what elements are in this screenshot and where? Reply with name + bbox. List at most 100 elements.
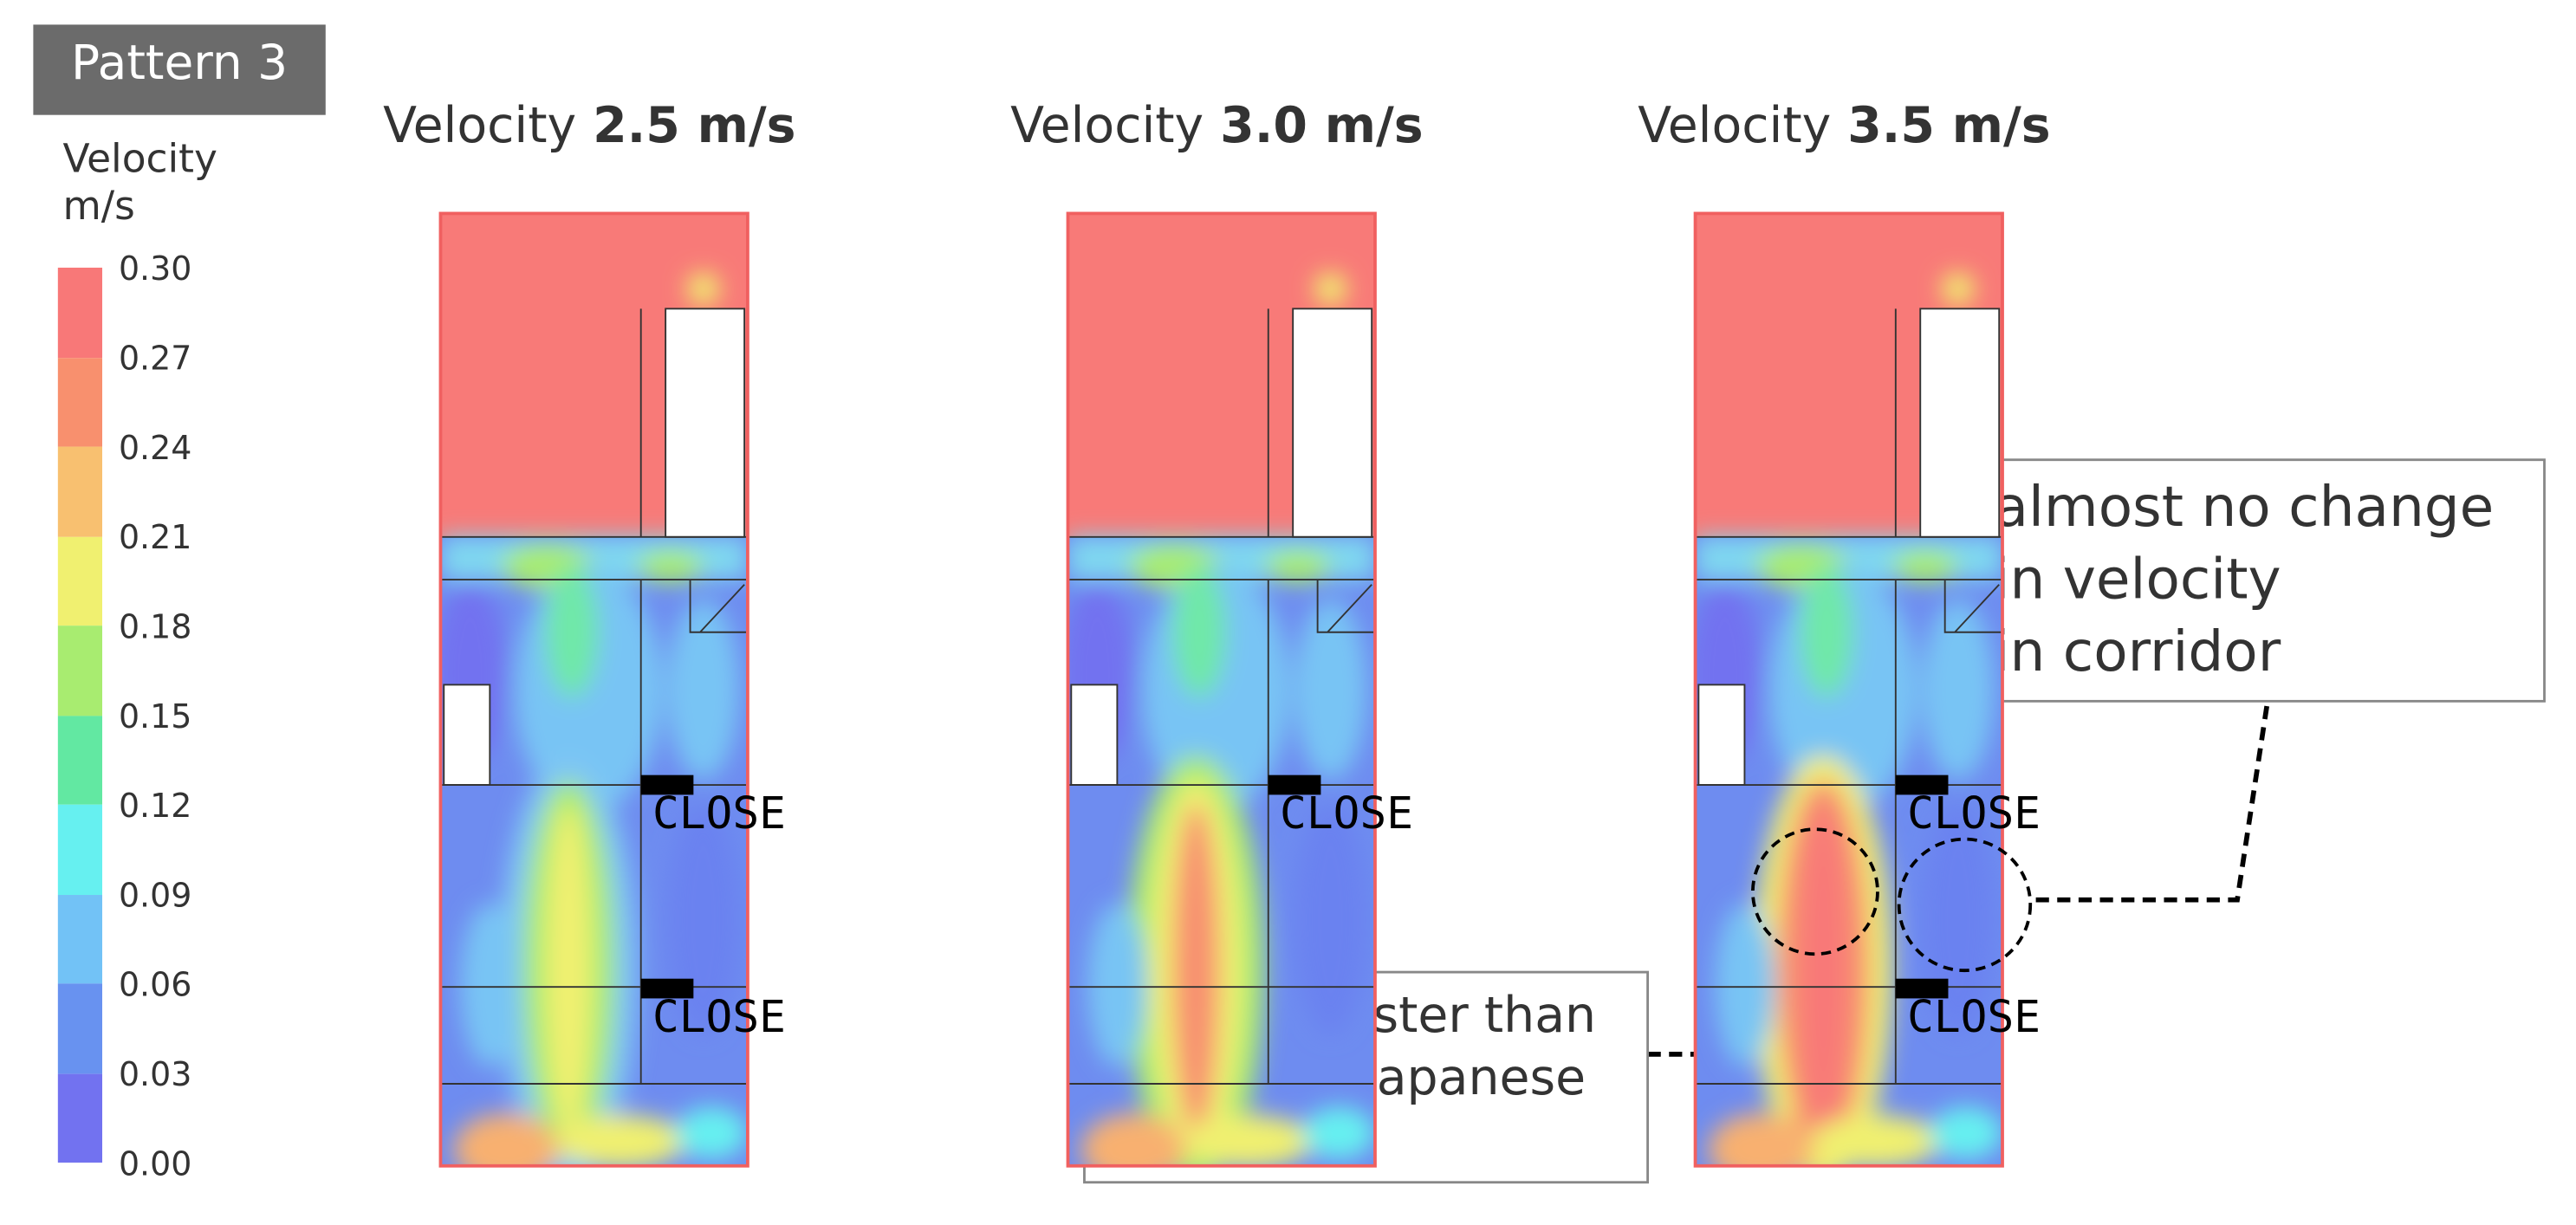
door-label: CLOSE: [1907, 992, 2041, 1043]
callout-text: in corridor: [1995, 619, 2281, 684]
door: [1895, 775, 1949, 795]
closet: [665, 308, 746, 538]
legend-tick: 0.12: [119, 787, 191, 825]
wall-notch: [1697, 684, 1746, 786]
blob: [637, 549, 704, 583]
blob: [1922, 804, 1995, 1035]
blob: [1715, 903, 1775, 1068]
blob: [453, 1113, 559, 1166]
swatch: [57, 804, 102, 896]
blob: [667, 599, 740, 781]
blob: [1314, 272, 1347, 306]
callout: almost no change in velocity in corridor: [1963, 458, 2546, 903]
walls: [440, 308, 748, 1085]
outline: [1066, 211, 1377, 1168]
swatch: [57, 446, 102, 537]
panel-title: Velocity 3.0 m/s: [1010, 96, 1423, 153]
blob: [1892, 549, 1958, 583]
blob: [1080, 1113, 1186, 1166]
legend-tick: 0.15: [119, 697, 191, 736]
leader: [2030, 705, 2269, 903]
legend-tick: 0.00: [119, 1144, 191, 1183]
blob: [1930, 1106, 2003, 1160]
legend-tick: 0.21: [119, 518, 191, 556]
legend-tick: 0.24: [119, 429, 191, 467]
blob: [545, 566, 599, 698]
blob: [555, 1115, 687, 1166]
door-label: CLOSE: [1907, 788, 2041, 839]
highlight: [1897, 837, 2033, 973]
panel-title: Velocity 3.5 m/s: [1638, 96, 2050, 153]
door: [1895, 978, 1949, 999]
panel: CLOSE CLOSE: [438, 211, 786, 1168]
highlight: [1751, 827, 1879, 956]
flow-field: [1695, 213, 2003, 1166]
wall-notch: [1070, 684, 1119, 786]
door-label: CLOSE: [652, 788, 786, 839]
swatch: [57, 1073, 102, 1163]
flow-field: [1067, 213, 1375, 1166]
title-value: 2.5 m/s: [593, 96, 795, 153]
callout-text: in velocity: [1995, 547, 2281, 612]
swatch: [57, 267, 102, 359]
blob: [545, 804, 592, 1133]
blob: [667, 804, 740, 1035]
blob: [1172, 566, 1226, 698]
title-word: Velocity: [1010, 96, 1204, 153]
blob: [1810, 1115, 1942, 1166]
panel-title: Velocity 2.5 m/s: [383, 96, 795, 153]
blob: [1264, 549, 1331, 583]
blob: [460, 903, 520, 1068]
blob: [1800, 804, 1846, 1133]
door: [1268, 775, 1321, 795]
door: [640, 978, 694, 999]
swatch: [57, 983, 102, 1074]
blob: [1172, 804, 1219, 1133]
closet: [1919, 308, 2001, 538]
blob: [1294, 804, 1367, 1035]
swatch: [57, 895, 102, 984]
panel: CLOSE CLOSE: [1693, 211, 2041, 1168]
blob: [1941, 272, 1975, 306]
title-word: Velocity: [383, 96, 576, 153]
legend-unit: m/s: [63, 183, 135, 229]
legend-tick: 0.09: [119, 876, 191, 914]
blob: [675, 1106, 748, 1160]
swatch: [57, 716, 102, 805]
closet: [1292, 308, 1373, 538]
blob: [1087, 903, 1147, 1068]
badge: Pattern 3: [71, 35, 288, 90]
swatch: [57, 358, 102, 447]
walls: [1067, 308, 1375, 1085]
blob: [1800, 566, 1853, 698]
blobs: [440, 272, 748, 1166]
title-value: 3.0 m/s: [1220, 96, 1423, 153]
walls: [1695, 308, 2003, 1085]
legend-tick: 0.06: [119, 966, 191, 1004]
swatch: [57, 536, 102, 626]
title-word: Velocity: [1638, 96, 1831, 153]
legend-tick: 0.18: [119, 607, 191, 645]
door-label: CLOSE: [1280, 788, 1413, 839]
blob: [686, 272, 720, 306]
callout-text: almost no change: [1995, 475, 2495, 540]
badge-box: [33, 24, 326, 115]
blob: [1294, 599, 1367, 781]
title-value: 3.5 m/s: [1847, 96, 2050, 153]
callout-box: [1963, 458, 2546, 703]
legend-tick: 0.03: [119, 1055, 191, 1093]
blob: [1708, 1113, 1814, 1166]
legend-title: Velocity: [63, 135, 217, 181]
outline: [1693, 211, 2004, 1168]
blobs: [1067, 272, 1375, 1166]
colorbar: [57, 267, 102, 1163]
door-label: CLOSE: [652, 992, 786, 1043]
panel: CLOSE: [1066, 211, 1413, 1168]
blob: [1302, 1106, 1375, 1160]
legend-tick: 0.27: [119, 340, 191, 378]
legend-tick: 0.30: [119, 250, 191, 288]
wall-notch: [443, 684, 491, 786]
door: [640, 775, 694, 795]
